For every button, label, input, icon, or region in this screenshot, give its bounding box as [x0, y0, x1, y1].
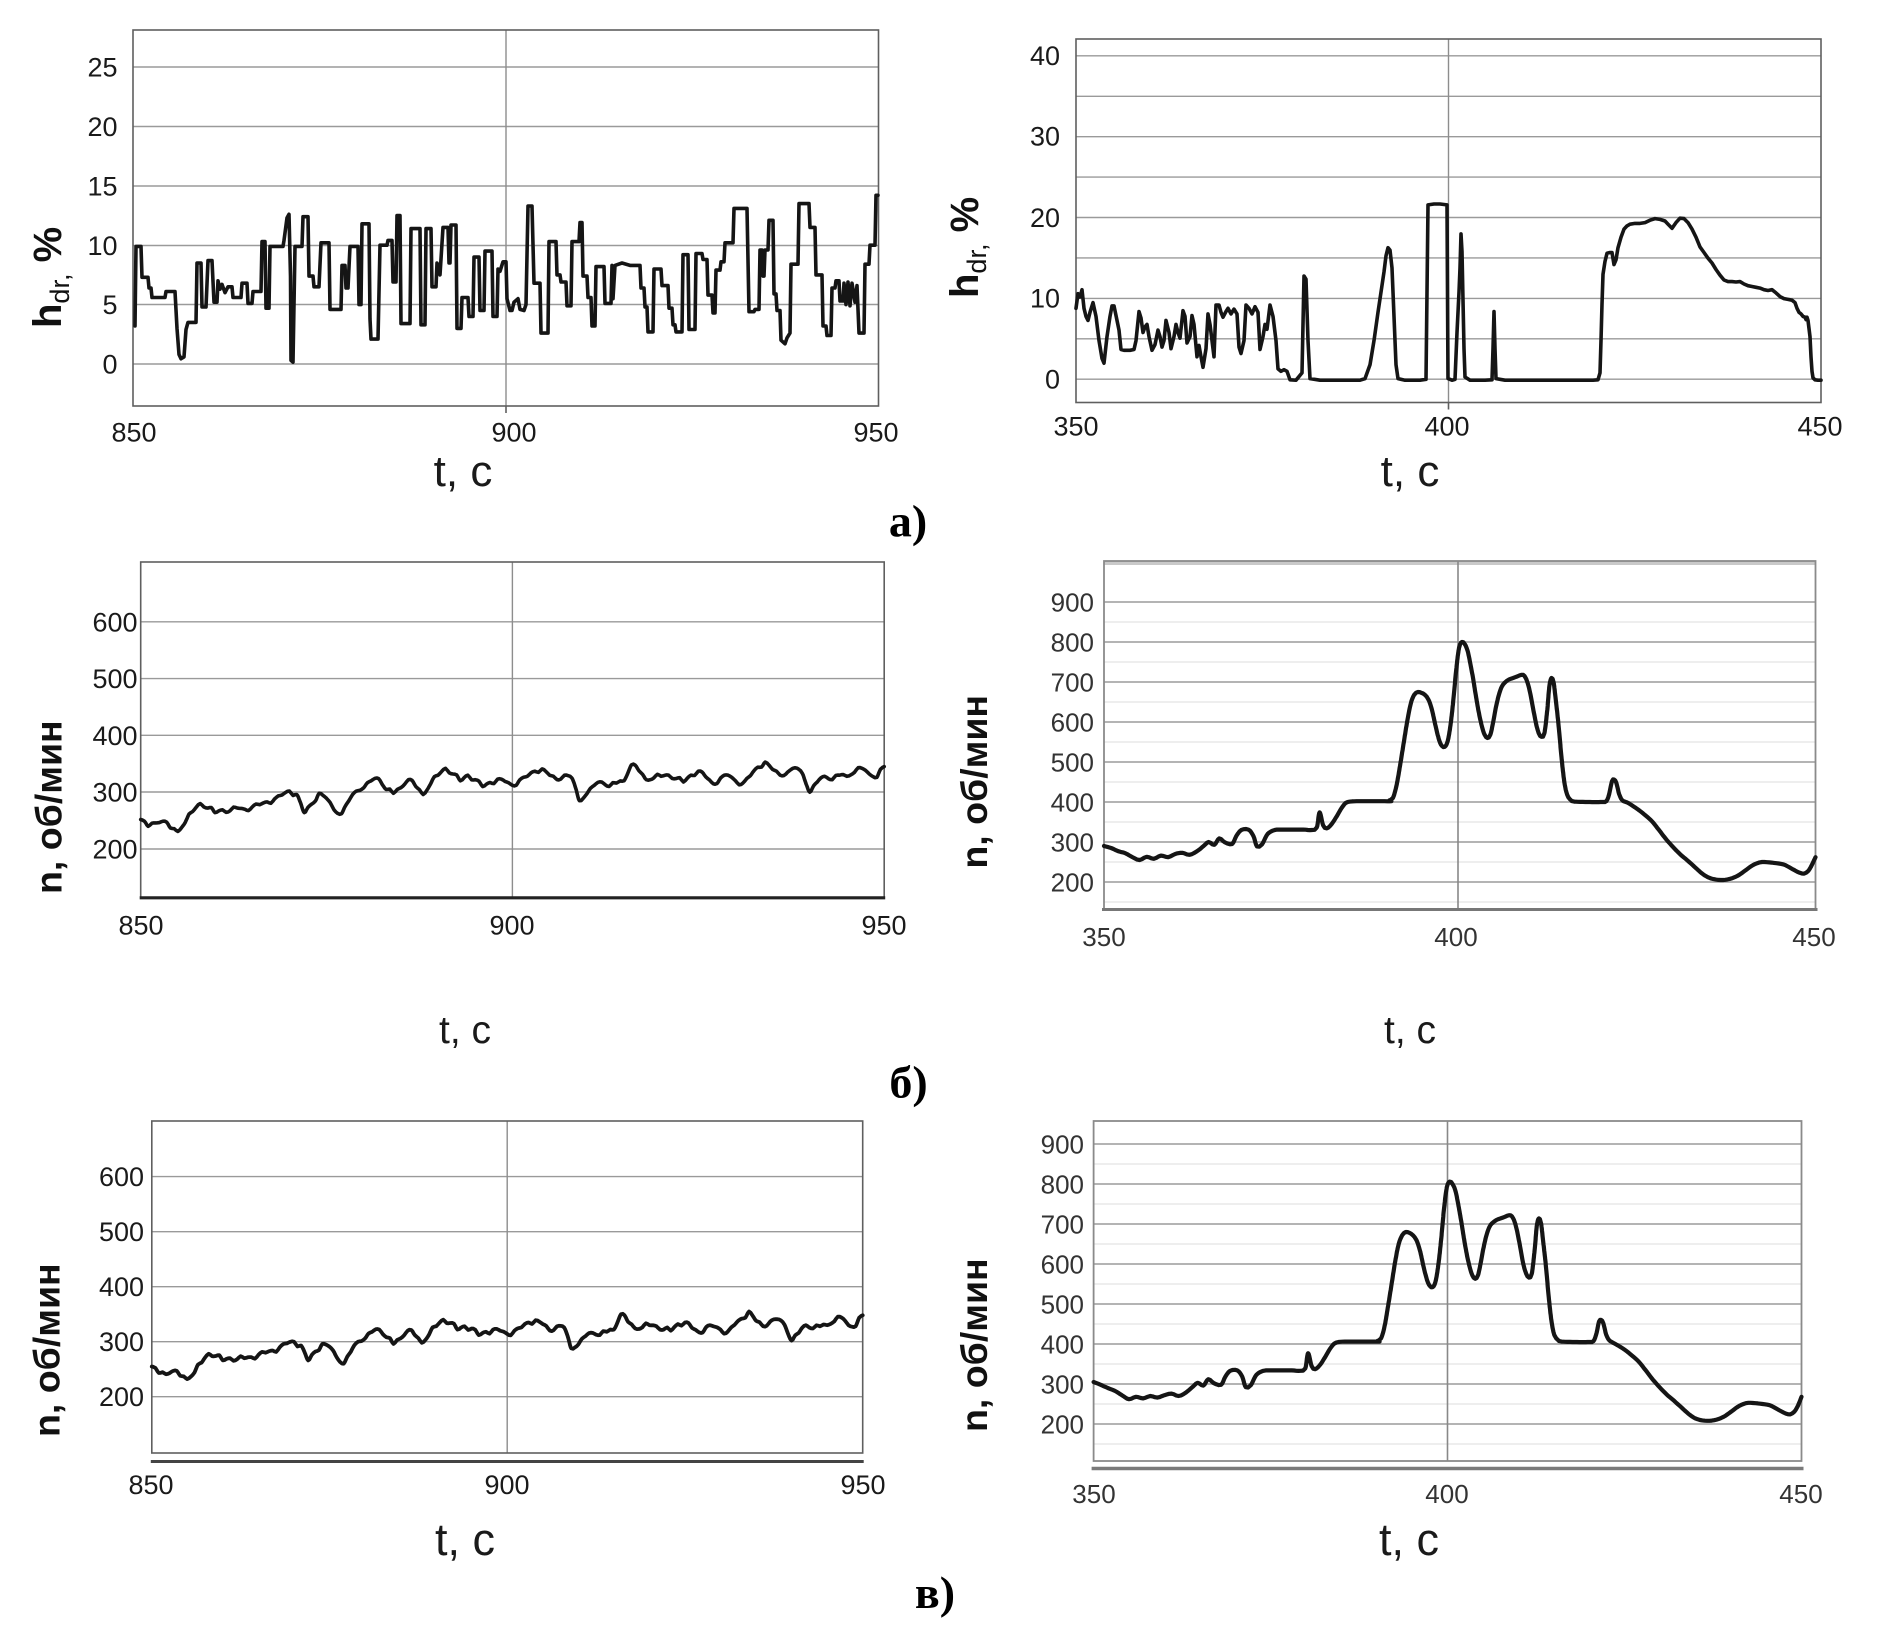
svg-text:20: 20 — [1030, 203, 1060, 233]
svg-text:200: 200 — [1041, 1410, 1084, 1440]
svg-text:850: 850 — [111, 418, 156, 448]
svg-text:25: 25 — [87, 53, 117, 83]
svg-text:700: 700 — [1041, 1210, 1084, 1240]
svg-text:850: 850 — [118, 911, 163, 941]
svg-text:500: 500 — [1041, 1290, 1084, 1320]
svg-text:t, c: t, c — [1384, 1009, 1436, 1052]
svg-text:600: 600 — [99, 1162, 144, 1192]
svg-text:850: 850 — [128, 1470, 173, 1500]
svg-text:t, c: t, c — [439, 1009, 491, 1052]
svg-text:400: 400 — [1434, 922, 1477, 952]
svg-text:900: 900 — [1041, 1130, 1084, 1160]
svg-text:500: 500 — [99, 1217, 144, 1247]
svg-text:t, c: t, c — [1379, 1514, 1439, 1565]
svg-text:600: 600 — [1041, 1250, 1084, 1280]
svg-text:350: 350 — [1072, 1479, 1115, 1509]
svg-text:t, c: t, c — [434, 447, 493, 496]
svg-text:400: 400 — [92, 721, 137, 751]
svg-text:350: 350 — [1053, 412, 1098, 442]
svg-text:500: 500 — [1051, 748, 1094, 778]
svg-text:350: 350 — [1082, 922, 1125, 952]
svg-text:400: 400 — [1425, 1479, 1468, 1509]
svg-text:800: 800 — [1041, 1170, 1084, 1200]
svg-text:900: 900 — [1051, 588, 1094, 618]
svg-text:400: 400 — [1051, 788, 1094, 818]
svg-text:15: 15 — [87, 172, 117, 202]
svg-text:600: 600 — [92, 607, 137, 637]
svg-text:5: 5 — [102, 290, 117, 320]
svg-text:400: 400 — [99, 1272, 144, 1302]
svg-text:n, об/мин: n, об/мин — [953, 1258, 995, 1432]
svg-text:в): в) — [915, 1567, 955, 1618]
svg-text:n, об/мин: n, об/мин — [28, 720, 70, 894]
svg-text:0: 0 — [1045, 365, 1060, 395]
svg-text:300: 300 — [1041, 1370, 1084, 1400]
svg-text:950: 950 — [840, 1470, 885, 1500]
svg-text:0: 0 — [102, 350, 117, 380]
svg-text:300: 300 — [99, 1327, 144, 1357]
svg-text:600: 600 — [1051, 708, 1094, 738]
svg-text:40: 40 — [1030, 41, 1060, 71]
svg-text:900: 900 — [491, 418, 536, 448]
svg-text:800: 800 — [1051, 628, 1094, 658]
svg-text:30: 30 — [1030, 122, 1060, 152]
svg-text:450: 450 — [1792, 922, 1835, 952]
svg-text:900: 900 — [489, 911, 534, 941]
svg-text:б): б) — [889, 1057, 927, 1108]
svg-text:700: 700 — [1051, 668, 1094, 698]
svg-text:t, c: t, c — [1381, 447, 1440, 496]
svg-text:t, c: t, c — [435, 1514, 495, 1565]
svg-text:950: 950 — [861, 911, 906, 941]
svg-text:200: 200 — [92, 835, 137, 865]
svg-text:а): а) — [889, 496, 927, 547]
svg-text:300: 300 — [1051, 828, 1094, 858]
svg-text:300: 300 — [92, 778, 137, 808]
svg-text:10: 10 — [87, 231, 117, 261]
svg-text:500: 500 — [92, 664, 137, 694]
svg-text:950: 950 — [853, 418, 898, 448]
svg-text:200: 200 — [1051, 868, 1094, 898]
svg-text:hdr, %: hdr, % — [943, 197, 992, 298]
svg-text:n, об/мин: n, об/мин — [26, 1263, 68, 1437]
svg-text:900: 900 — [484, 1470, 529, 1500]
svg-text:400: 400 — [1424, 412, 1469, 442]
svg-text:20: 20 — [87, 112, 117, 142]
svg-text:10: 10 — [1030, 284, 1060, 314]
svg-text:n, об/мин: n, об/мин — [953, 695, 995, 869]
svg-text:200: 200 — [99, 1382, 144, 1412]
svg-text:450: 450 — [1797, 412, 1842, 442]
svg-text:400: 400 — [1041, 1330, 1084, 1360]
svg-text:450: 450 — [1779, 1479, 1822, 1509]
